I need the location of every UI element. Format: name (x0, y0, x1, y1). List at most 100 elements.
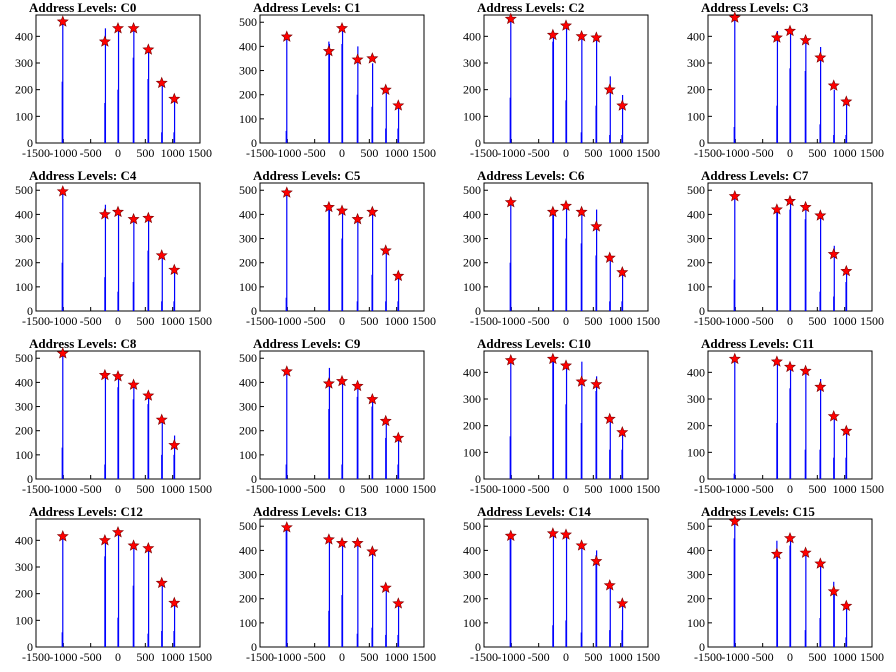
peak-star-marker (546, 28, 559, 41)
y-tick-label: 100 (15, 280, 33, 294)
x-tick-label: 0 (115, 650, 121, 664)
x-tick-label: -1000 (49, 146, 77, 160)
peak-star-marker (335, 536, 349, 549)
x-tick-label: -1500 (694, 482, 722, 496)
y-tick-label: 400 (687, 29, 705, 43)
x-tick-label: 0 (563, 650, 569, 664)
x-tick-label: 1500 (412, 146, 436, 160)
x-tick-label: 500 (584, 146, 602, 160)
peak-star-marker (783, 24, 797, 37)
peak-star-marker (728, 11, 741, 23)
peak-star-marker (280, 521, 293, 533)
peak-star-marker (590, 554, 603, 567)
y-tick-label: 200 (15, 424, 33, 438)
y-tick-label: 300 (463, 232, 481, 246)
chart-title: Address Levels: C9 (253, 336, 361, 351)
x-tick-label: -1500 (246, 482, 274, 496)
y-tick-label: 100 (687, 445, 705, 459)
y-tick-label: 200 (463, 83, 481, 97)
y-tick-label: 100 (15, 448, 33, 462)
x-tick-label: 1500 (860, 146, 884, 160)
x-tick-label: -1000 (49, 482, 77, 496)
x-tick-label: 1000 (385, 146, 409, 160)
peak-star-marker (168, 92, 181, 105)
peak-star-marker (56, 185, 69, 197)
peak-star-marker (142, 211, 155, 224)
x-tick-label: -1000 (497, 482, 525, 496)
x-tick-label: -500 (304, 146, 326, 160)
x-tick-label: 1500 (188, 146, 212, 160)
y-tick-label: 300 (687, 56, 705, 70)
y-tick-label: 400 (239, 375, 257, 389)
chart-title: Address Levels: C14 (477, 504, 591, 519)
x-tick-label: 1500 (188, 650, 212, 664)
peak-star-marker (366, 205, 379, 218)
x-tick-label: 500 (360, 146, 378, 160)
x-tick-label: 500 (136, 146, 154, 160)
x-tick-label: 500 (584, 650, 602, 664)
x-tick-label: 500 (360, 314, 378, 328)
chart-panel-13: Address Levels: C13 0 100 200 300 400 500 -1500… (239, 504, 436, 664)
x-tick-label: -1000 (721, 314, 749, 328)
peak-star-marker (814, 380, 827, 393)
peak-star-marker (142, 389, 155, 401)
peak-star-marker (840, 95, 853, 107)
x-tick-label: -1000 (49, 650, 77, 664)
x-tick-label: -1000 (497, 146, 525, 160)
chart-title: Address Levels: C10 (477, 336, 591, 351)
x-tick-label: -1500 (246, 314, 274, 328)
x-tick-label: 1500 (636, 314, 660, 328)
y-tick-label: 0 (27, 136, 33, 150)
x-tick-label: 500 (808, 650, 826, 664)
x-tick-label: 1500 (636, 482, 660, 496)
y-tick-label: 500 (15, 351, 33, 365)
y-tick-label: 0 (699, 304, 705, 318)
peak-star-marker (155, 413, 168, 425)
x-tick-label: 1500 (412, 482, 436, 496)
chart-panel-0: Address Levels: C0 0 100 200 300 400 -1500 -100… (15, 0, 212, 160)
peak-star-marker (366, 545, 379, 557)
chart-title: Address Levels: C2 (477, 0, 584, 15)
x-tick-label: 500 (136, 650, 154, 664)
peak-star-marker (616, 426, 629, 438)
y-tick-label: 0 (475, 304, 481, 318)
y-tick-label: 400 (687, 207, 705, 221)
x-tick-label: 0 (787, 146, 793, 160)
y-tick-label: 500 (239, 183, 257, 197)
x-tick-label: 0 (339, 146, 345, 160)
x-tick-label: -500 (80, 650, 102, 664)
x-tick-label: -500 (752, 314, 774, 328)
x-tick-label: 0 (563, 314, 569, 328)
chart-panel-9: Address Levels: C90100200300400500-1500-… (239, 336, 436, 496)
y-tick-label: 0 (475, 640, 481, 654)
x-tick-label: -1000 (497, 650, 525, 664)
y-tick-label: 200 (463, 592, 481, 606)
chart-panel-6: Address Levels: C60100200300400500-1500-… (463, 168, 660, 328)
x-tick-label: 500 (808, 146, 826, 160)
chart-panel-4: Address Levels: C40100200300400500-1500-… (15, 168, 212, 328)
y-tick-label: 100 (239, 112, 257, 126)
y-tick-label: 200 (687, 592, 705, 606)
peak-star-marker (168, 263, 181, 276)
y-tick-label: 200 (239, 592, 257, 606)
peak-star-marker (799, 364, 812, 377)
y-tick-label: 0 (251, 304, 257, 318)
x-tick-label: -500 (80, 146, 102, 160)
peak-star-marker (142, 542, 155, 554)
x-tick-label: 1000 (833, 482, 857, 496)
y-tick-label: 400 (239, 543, 257, 557)
x-tick-label: 0 (563, 146, 569, 160)
y-tick-label: 200 (687, 419, 705, 433)
y-tick-label: 300 (463, 392, 481, 406)
y-tick-label: 100 (463, 616, 481, 630)
x-tick-label: -1000 (273, 146, 301, 160)
y-tick-label: 400 (463, 543, 481, 557)
peak-star-marker (56, 530, 69, 542)
x-tick-label: 1500 (412, 314, 436, 328)
peak-star-marker (546, 352, 559, 365)
x-tick-label: -500 (752, 146, 774, 160)
peak-star-marker (827, 247, 840, 260)
peak-star-marker (351, 536, 364, 549)
y-tick-label: 0 (475, 472, 481, 486)
y-tick-label: 200 (239, 424, 257, 438)
